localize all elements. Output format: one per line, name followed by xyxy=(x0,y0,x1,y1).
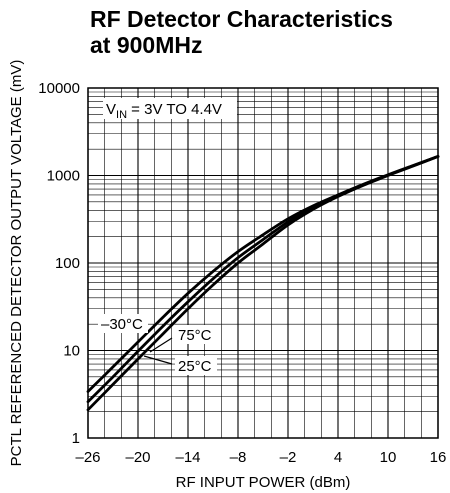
vin-annotation: VIN = 3V TO 4.4V xyxy=(106,101,222,121)
series-label-minus30: –30°C xyxy=(101,316,143,333)
series-line-2 xyxy=(86,155,440,412)
vin-annotation-rest: = 3V TO 4.4V xyxy=(127,101,222,118)
x-tick-label: 16 xyxy=(430,449,447,466)
y-tick-label: 10000 xyxy=(38,80,80,97)
y-tick-label: 1 xyxy=(72,430,80,447)
x-tick-label: –20 xyxy=(125,449,150,466)
vin-annotation-sub: IN xyxy=(116,109,127,121)
y-tick-label: 100 xyxy=(55,255,80,272)
plot-frame xyxy=(87,87,439,439)
x-tick-label: 4 xyxy=(334,449,342,466)
y-axis-label: PCTL REFERENCED DETECTOR OUTPUT VOLTAGE … xyxy=(8,60,25,467)
chart-title-block: RF Detector Characteristics at 900MHz xyxy=(90,6,430,58)
x-tick-label: –14 xyxy=(175,449,200,466)
annotations: VIN = 3V TO 4.4V –30°C 75°C 25°C xyxy=(98,98,237,375)
y-tick-label: 10 xyxy=(63,343,80,360)
vin-annotation-background xyxy=(103,98,237,119)
vin-annotation-main: V xyxy=(106,101,116,118)
chart-title: RF Detector Characteristics xyxy=(90,6,393,32)
series-lines xyxy=(86,155,440,412)
x-tick-label: 10 xyxy=(380,449,397,466)
label-minus30-background xyxy=(98,314,148,333)
series-line-1 xyxy=(86,155,440,404)
leader-75 xyxy=(149,337,173,353)
label-25-background xyxy=(175,356,217,375)
grid xyxy=(87,88,439,439)
tick-labels: –26 –20 –14 –8 –2 4 10 16 1 10 100 1000 10000 xyxy=(38,80,446,466)
y-tick-label: 1000 xyxy=(47,168,80,185)
series-label-75: 75°C xyxy=(178,327,212,344)
chart-subtitle: at 900MHz xyxy=(90,32,203,58)
series-label-25: 25°C xyxy=(178,358,212,375)
leader-25 xyxy=(143,355,173,365)
x-tick-label: –26 xyxy=(75,449,100,466)
x-tick-label: –8 xyxy=(230,449,247,466)
label-75-background xyxy=(175,325,217,344)
x-axis-label: RF INPUT POWER (dBm) xyxy=(176,474,351,491)
x-tick-label: –2 xyxy=(280,449,297,466)
